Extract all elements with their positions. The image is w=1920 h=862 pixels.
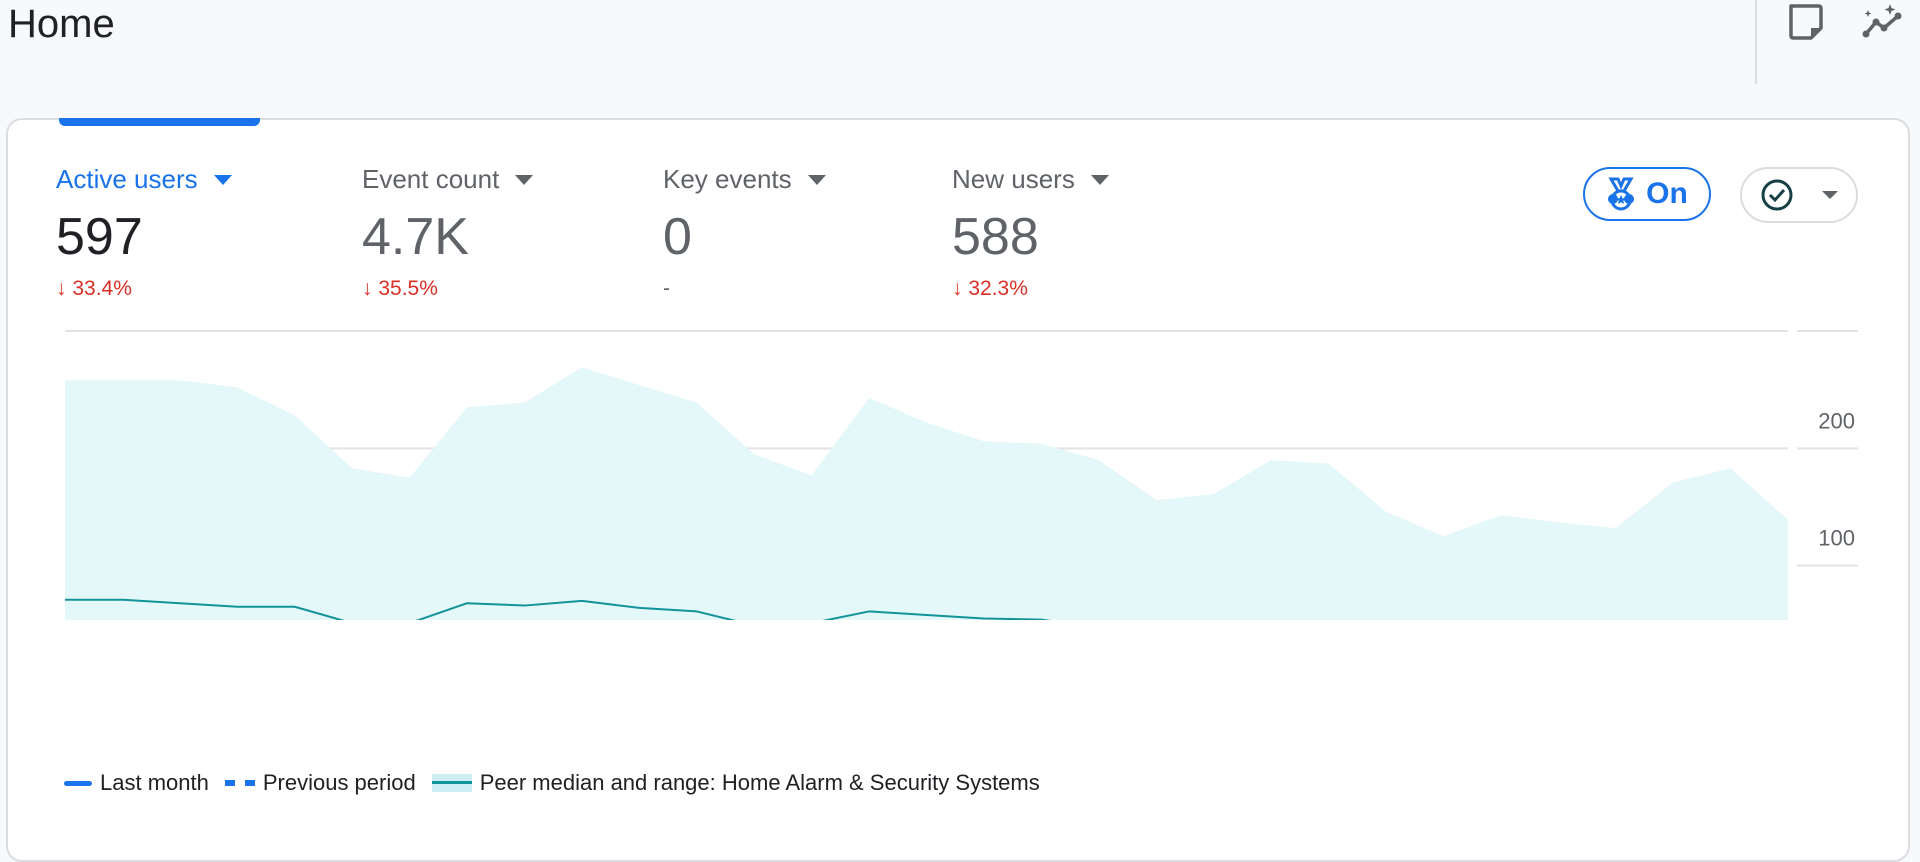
arrow-down-icon: ↓ [56, 277, 67, 300]
metric-label: Active users [56, 164, 198, 194]
metric-event-count[interactable]: Event count 4.7K ↓ 35.5% [362, 164, 534, 301]
band-swatch [431, 774, 472, 792]
metric-key-events[interactable]: Key events 0 - [663, 164, 826, 301]
metric-label: Event count [362, 164, 500, 194]
medal-icon [1608, 177, 1635, 211]
metric-dropdown[interactable]: Active users [56, 164, 232, 195]
caret-down-icon [1822, 191, 1838, 199]
caret-down-icon [213, 174, 232, 185]
y-tick-label: 200 [1818, 408, 1855, 433]
dashed-line-swatch [224, 780, 255, 786]
series-line-peer-median [65, 598, 1051, 620]
page-title: Home [8, 2, 115, 46]
peer-range-band [65, 367, 1788, 620]
insights-sparkle-icon[interactable] [1862, 2, 1902, 42]
legend-label: Previous period [262, 770, 416, 795]
metric-label: New users [952, 164, 1075, 194]
change-value: 35.5% [378, 277, 438, 300]
change-value: 33.4% [72, 277, 132, 300]
metric-dropdown[interactable]: New users [952, 164, 1109, 195]
metric-value: 588 [952, 208, 1039, 266]
metric-change: ↓ 35.5% [362, 277, 533, 301]
solid-line-swatch [64, 780, 92, 786]
legend-item-previous-period[interactable]: Previous period [224, 770, 416, 796]
metric-change: ↓ 33.4% [56, 277, 232, 301]
y-tick-label: 100 [1818, 526, 1855, 551]
change-value: 32.3% [968, 277, 1028, 300]
benchmark-toggle-button[interactable]: On [1583, 167, 1711, 221]
arrow-down-icon: ↓ [952, 277, 963, 300]
check-circle-icon [1761, 179, 1793, 211]
note-icon[interactable] [1786, 2, 1826, 42]
metric-change: - [663, 277, 670, 300]
caret-down-icon [1090, 174, 1109, 185]
selected-tab-indicator [59, 118, 260, 126]
active-users-chart: 010020030007Dec142128 [65, 330, 1858, 620]
compare-status-dropdown[interactable] [1740, 167, 1858, 223]
legend-item-last-month[interactable]: Last month [64, 770, 209, 796]
header-divider [1755, 0, 1757, 84]
legend-item-peer-range[interactable]: Peer median and range: Home Alarm & Secu… [431, 770, 1040, 796]
caret-down-icon [807, 174, 826, 185]
metric-label: Key events [663, 164, 792, 194]
benchmark-label: On [1646, 177, 1688, 210]
legend-label: Last month [100, 770, 209, 795]
caret-down-icon [515, 174, 534, 185]
arrow-down-icon: ↓ [362, 277, 373, 300]
legend-label: Peer median and range: Home Alarm & Secu… [479, 770, 1040, 795]
metric-value: 4.7K [362, 208, 469, 266]
metric-dropdown[interactable]: Key events [663, 164, 826, 195]
metric-active-users[interactable]: Active users 597 ↓ 33.4% [56, 164, 232, 301]
metric-dropdown[interactable]: Event count [362, 164, 534, 195]
metric-new-users[interactable]: New users 588 ↓ 32.3% [952, 164, 1109, 301]
metric-value: 597 [56, 208, 143, 266]
metric-value: 0 [663, 208, 692, 266]
metric-change: ↓ 32.3% [952, 277, 1109, 301]
chart-legend: Last month Previous period Peer median a… [64, 770, 1046, 796]
